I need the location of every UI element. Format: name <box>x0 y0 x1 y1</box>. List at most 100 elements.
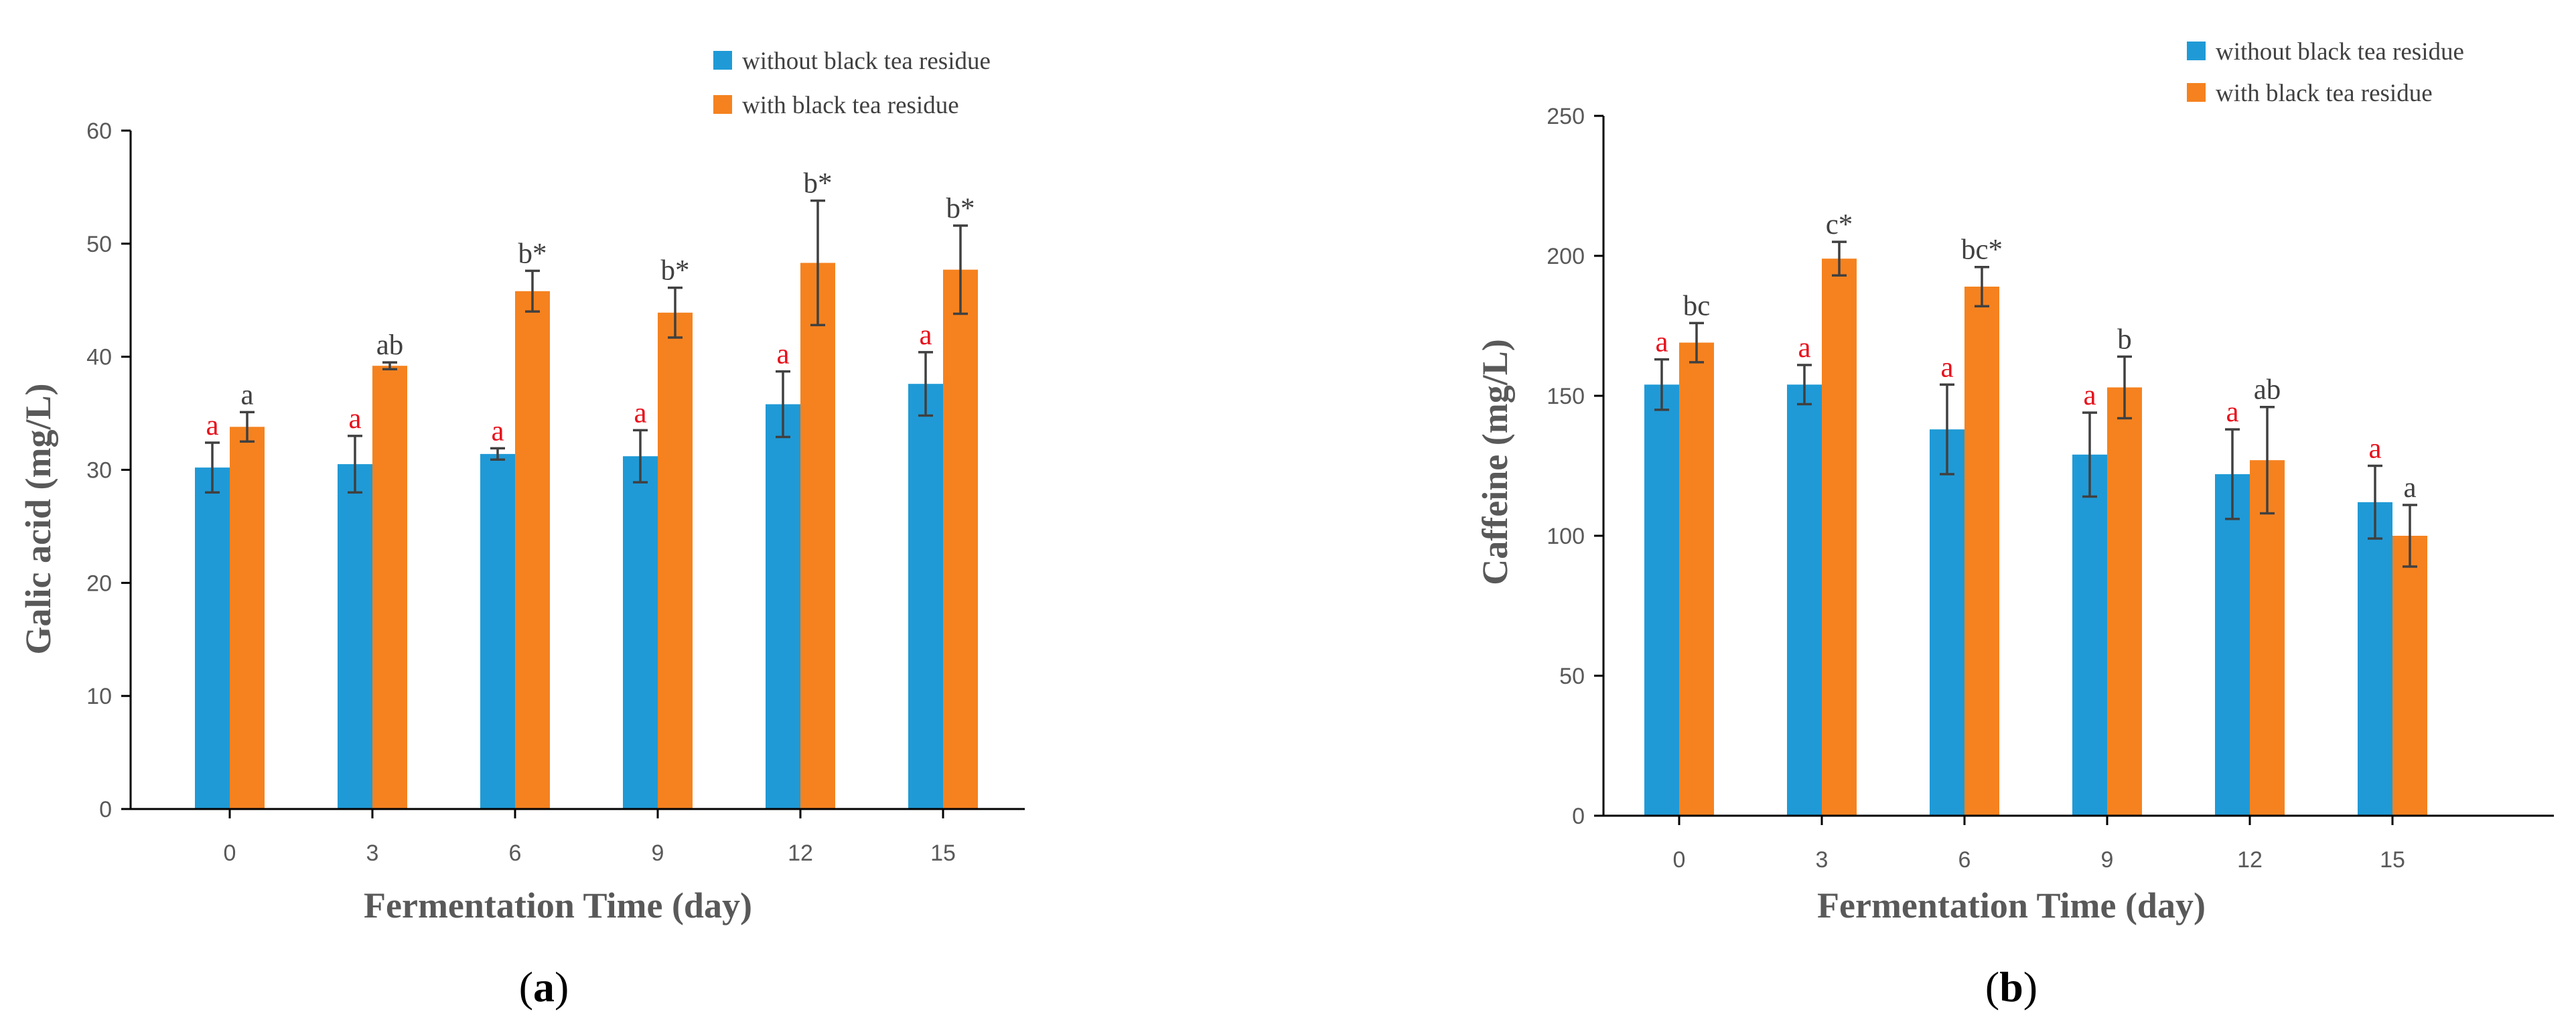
panel-a-bar-with-day-9 <box>658 312 693 809</box>
panel-a-x-axis-title: Fermentation Time (day) <box>364 885 752 926</box>
panel-a-y-tick-label: 50 <box>86 232 112 257</box>
panel-b-bar-without-day-3 <box>1787 384 1822 816</box>
panel-a-y-axis-title: Galic acid (mg/L) <box>18 384 58 655</box>
panel-a-legend-swatch-with <box>713 95 732 114</box>
panel-a-bar-with-day-0 <box>230 427 265 809</box>
panel-b-legend-label-with: with black tea residue <box>2216 80 2433 107</box>
panel-b-x-tick-label: 6 <box>1958 847 1971 873</box>
panel-a-bar-with-day-6 <box>515 291 550 809</box>
panel-b-bar-with-day-3 <box>1822 259 1857 816</box>
panel-b-significance-label: b <box>2117 323 2132 355</box>
panel-b-y-ticks: 0 50 100 150 200 250 <box>1547 104 1603 829</box>
panel-a-significance-label: b* <box>518 238 547 269</box>
panel-a-axes <box>129 131 1025 810</box>
panel-b-significance-label: a <box>1655 327 1668 358</box>
panel-a-bar-without-day-6 <box>480 453 515 809</box>
panel-a-y-tick-label: 30 <box>86 458 112 484</box>
panel-a-x-tick-label: 9 <box>652 840 664 866</box>
panel-a-error-bars <box>205 199 968 494</box>
panel-b-bar-without-day-9 <box>2072 454 2107 816</box>
panel-a-bars <box>195 263 978 809</box>
panel-b-y-tick-label: 0 <box>1572 804 1585 829</box>
panel-b-significance-label: a <box>1940 352 1953 383</box>
panel-a-x-tick-label: 0 <box>224 840 236 866</box>
panel-a-x-tick-label: 15 <box>930 840 956 866</box>
panel-a-bar-without-day-15 <box>908 384 943 809</box>
panel-a-significance-label: a <box>491 415 504 447</box>
panel-b-x-tick-label: 12 <box>2237 847 2263 873</box>
panel-a-label: (a) <box>519 963 569 1011</box>
panel-b-x-axis-title: Fermentation Time (day) <box>1817 885 2206 926</box>
panel-b-bar-with-day-15 <box>2392 536 2427 816</box>
panel-b-y-tick-label: 200 <box>1547 244 1585 269</box>
panel-b-significance-label: a <box>2083 380 2096 411</box>
panel-b-x-tick-label: 3 <box>1816 847 1829 873</box>
panel-a-bar-without-day-3 <box>338 464 372 809</box>
panel-b-legend-swatch-without <box>2187 42 2206 60</box>
panel-b-significance-label: a <box>2403 472 2416 504</box>
panel-b-significance-label: bc <box>1683 290 1711 321</box>
panel-b-y-tick-label: 50 <box>1559 664 1585 689</box>
panel-a-significance-label: a <box>206 410 218 441</box>
panel-a-legend-label-without: without black tea residue <box>742 48 991 75</box>
panel-a-legend-swatch-without <box>713 51 732 70</box>
panel-a-significance-label: b* <box>661 255 690 287</box>
panel-b-label-letter: b <box>1999 963 2023 1011</box>
panel-a-significance-label: b* <box>946 193 975 224</box>
panel-a-significance-label: a <box>919 319 932 351</box>
panel-b-bar-without-day-12 <box>2215 474 2250 816</box>
panel-b-bar-without-day-0 <box>1644 384 1679 816</box>
panel-b-y-tick-label: 150 <box>1547 384 1585 409</box>
panel-a-significance-label: b* <box>804 168 833 200</box>
panel-a-y-tick-label: 0 <box>99 797 112 822</box>
panel-b-x-ticks: 0 3 6 9 12 15 <box>1673 816 2405 873</box>
panel-a-bar-without-day-9 <box>623 456 658 809</box>
panel-b-x-tick-label: 15 <box>2380 847 2405 873</box>
panel-a-bar-without-day-12 <box>766 404 800 809</box>
panel-a-significance-label: ab <box>376 329 404 361</box>
panel-b-significance-label: a <box>2368 433 2381 465</box>
panel-b-error-bars <box>1654 240 2417 568</box>
panel-b-x-tick-label: 0 <box>1673 847 1686 873</box>
panel-b-label: (b) <box>1985 963 2037 1011</box>
panel-a-bar-without-day-0 <box>195 467 230 809</box>
panel-b-significance-label: bc* <box>1961 234 2003 266</box>
panel-a-bar-with-day-3 <box>372 366 407 809</box>
panel-a-y-tick-label: 40 <box>86 345 112 370</box>
panel-b-bar-without-day-15 <box>2358 502 2392 816</box>
panel-a-x-tick-label: 6 <box>509 840 522 866</box>
panel-b-bar-with-day-6 <box>1964 286 1999 816</box>
panel-b-bar-with-day-9 <box>2107 387 2142 816</box>
panel-a-significance-label: a <box>240 379 253 411</box>
panel-b-legend: without black tea residue with black tea… <box>2187 38 2464 107</box>
panel-a-label-letter: a <box>533 963 555 1011</box>
panel-a-significance-label: a <box>776 339 789 370</box>
panel-a-bar-with-day-12 <box>800 263 835 809</box>
panel-b-y-tick-label: 250 <box>1547 104 1585 129</box>
panel-a-significance-label: a <box>348 403 361 435</box>
panel-a-y-ticks: 0 10 20 30 40 50 60 <box>86 119 131 822</box>
panel-b-significance-label: a <box>1798 332 1810 364</box>
panel-a-legend: without black tea residue with black tea… <box>713 48 991 119</box>
panel-b-significance-label: a <box>2226 396 2238 428</box>
panel-a-x-tick-label: 3 <box>366 840 379 866</box>
panel-b-y-tick-label: 100 <box>1547 524 1585 549</box>
panel-b-y-axis-title: Caffeine (mg/L) <box>1475 339 1515 585</box>
panel-a-y-tick-label: 20 <box>86 571 112 596</box>
panel-b-bar-with-day-12 <box>2250 460 2285 816</box>
panel-b-significance-label: ab <box>2254 374 2281 406</box>
panel-a-bar-with-day-15 <box>943 269 978 809</box>
panel-a-x-ticks: 0 3 6 9 12 15 <box>224 809 956 866</box>
panel-a-x-tick-label: 12 <box>788 840 813 866</box>
panel-a-legend-label-with: with black tea residue <box>742 92 959 119</box>
panel-b-significance-label: c* <box>1826 209 1853 240</box>
panel-b-bars <box>1644 259 2427 816</box>
panel-b-axes <box>1602 116 2554 817</box>
panel-a-significance-label: a <box>634 397 646 429</box>
panel-a-y-tick-label: 10 <box>86 684 112 709</box>
